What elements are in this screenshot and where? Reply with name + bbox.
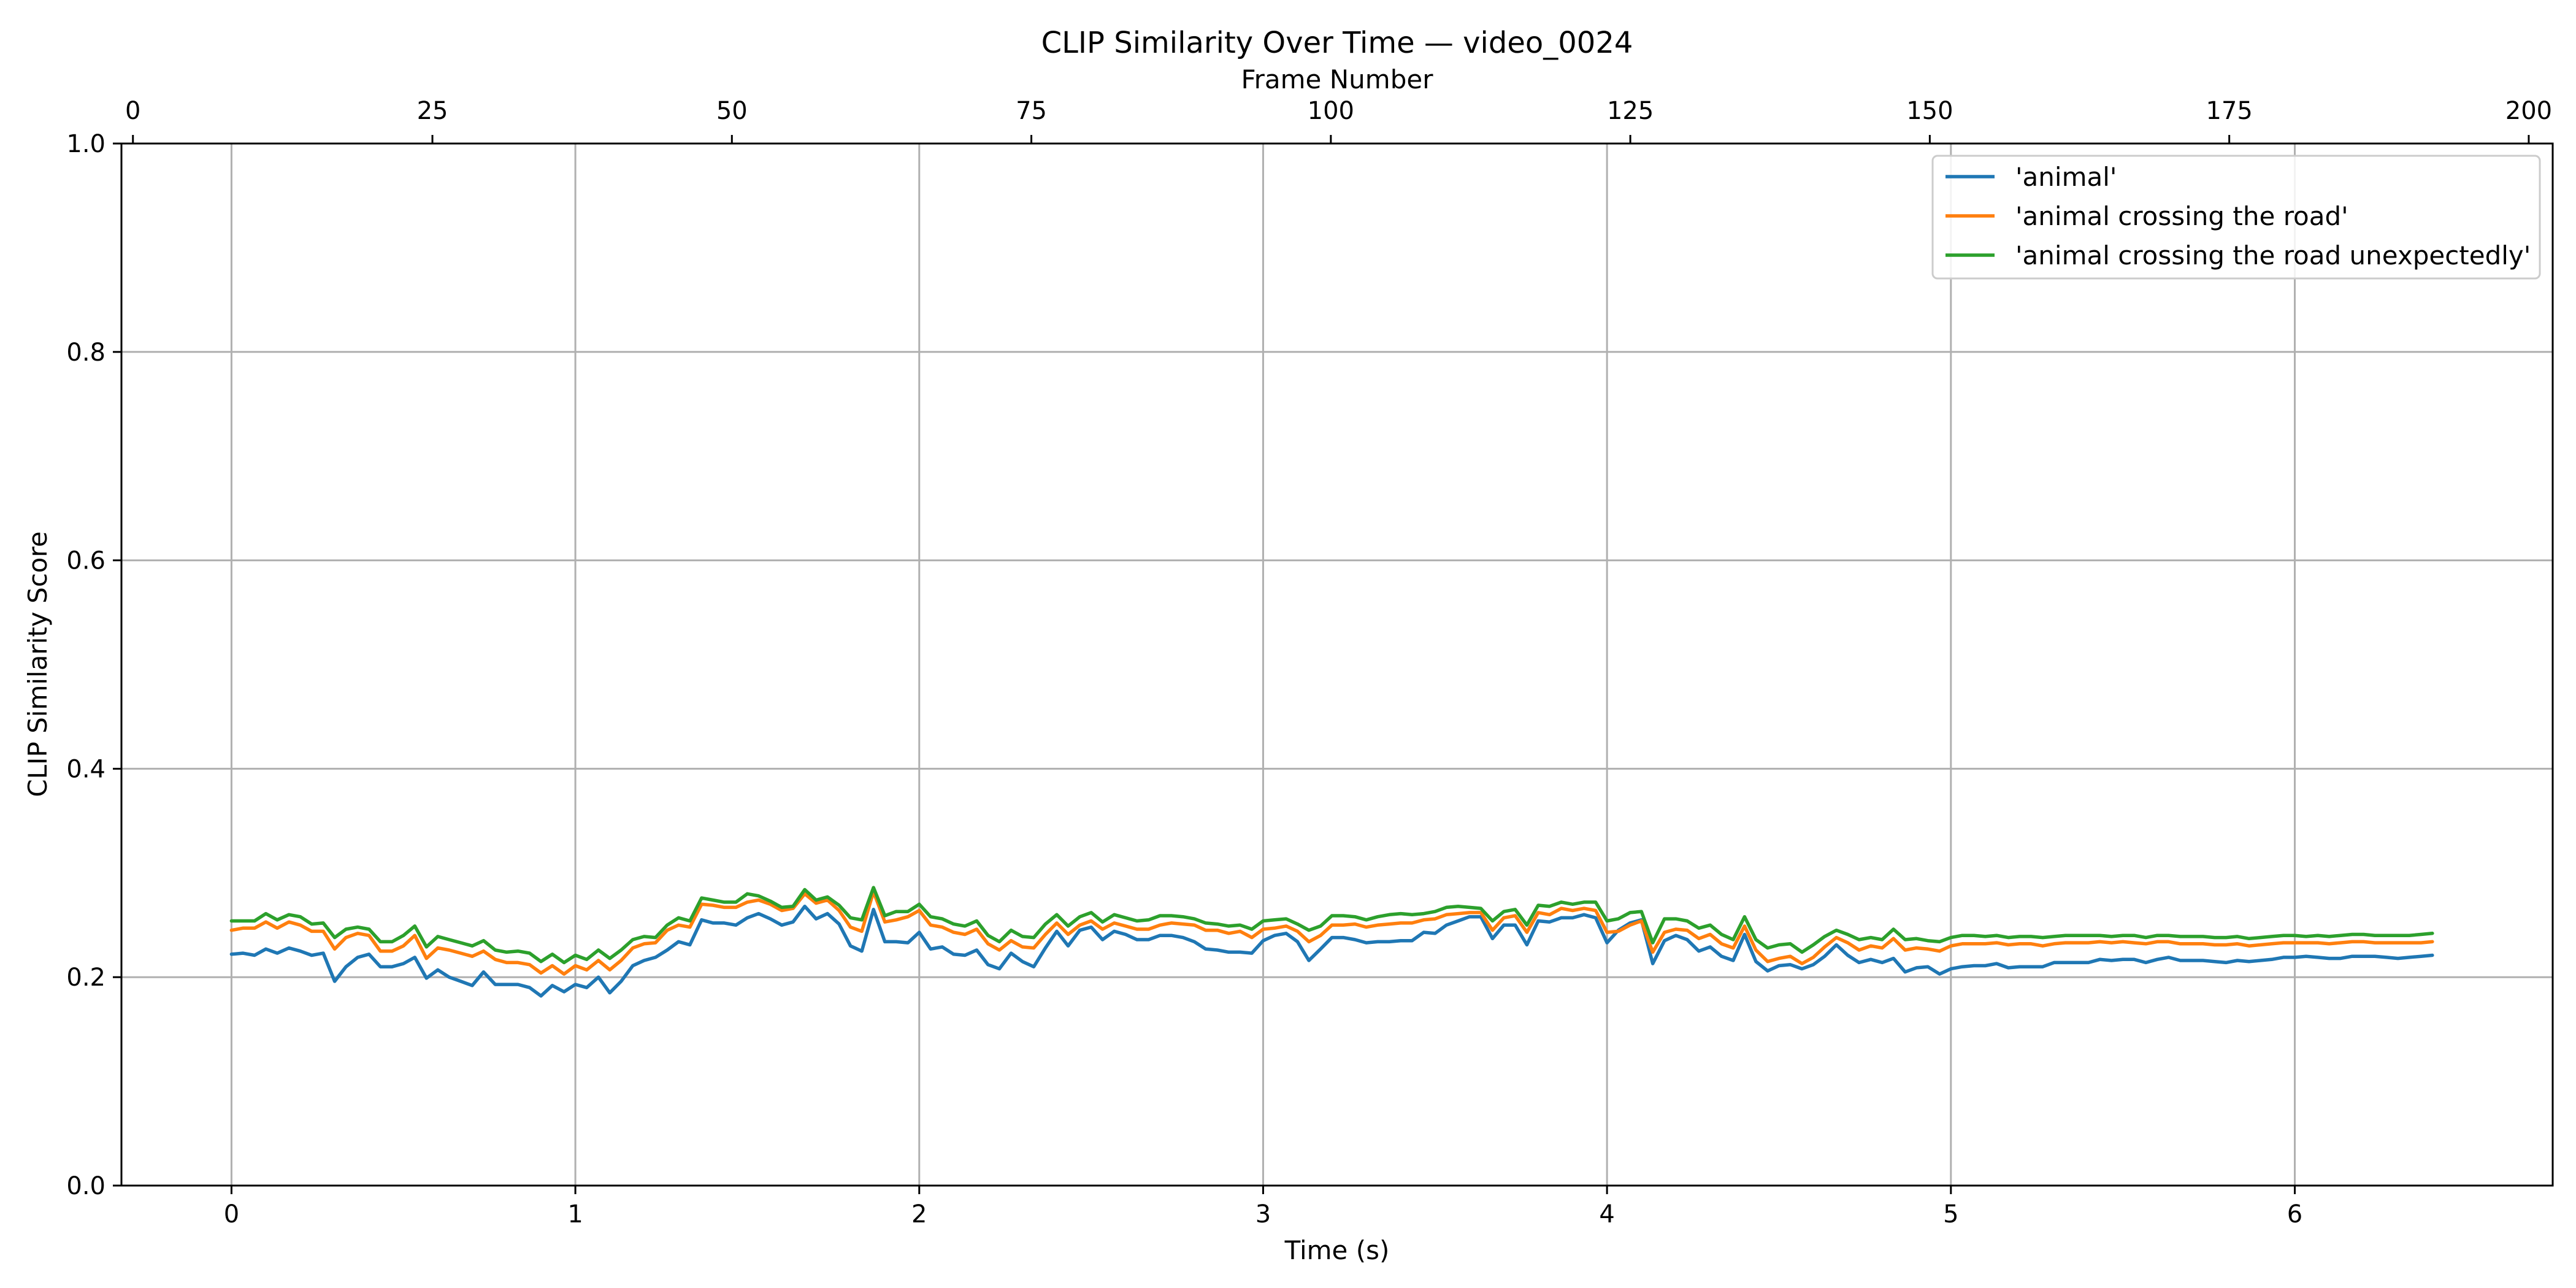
x-tick-label: 2 (911, 1200, 927, 1229)
x-tick-label: 3 (1255, 1200, 1271, 1229)
y-tick-label: 0.4 (66, 755, 105, 783)
top-x-tick-label: 150 (1906, 97, 1953, 125)
top-x-tick-label: 75 (1016, 97, 1047, 125)
y-tick-label: 0.0 (66, 1172, 105, 1200)
top-axis-label: Frame Number (1241, 64, 1434, 94)
y-axis-label: CLIP Similarity Score (23, 531, 53, 797)
y-tick-label: 0.6 (66, 547, 105, 575)
series-line-animal-crossing-road-unexpectedly (229, 886, 2434, 965)
top-x-tick-label: 25 (417, 97, 448, 125)
x-tick-label: 6 (2287, 1200, 2302, 1229)
y-tick-label: 0.2 (66, 964, 105, 992)
plot-frame (120, 142, 2554, 1187)
y-tick-label: 0.8 (66, 339, 105, 367)
top-x-tick-label: 0 (125, 97, 140, 125)
y-tick-label: 1.0 (66, 130, 105, 158)
top-x-tick-label: 200 (2505, 97, 2552, 125)
top-x-tick-label: 100 (1308, 97, 1354, 125)
x-axis-label: Time (s) (1284, 1235, 1390, 1265)
x-tick-label: 0 (224, 1200, 239, 1229)
series-lines (229, 886, 2434, 998)
legend: 'animal' 'animal crossing the road' 'ani… (1931, 155, 2541, 280)
series-line-animal (229, 904, 2434, 998)
chart-title: CLIP Similarity Over Time — video_0024 (1041, 26, 1633, 60)
series-line-animal-crossing-road (229, 890, 2434, 976)
legend-label-animal: 'animal' (2015, 162, 2117, 192)
top-x-tick-label: 50 (716, 97, 748, 125)
axis-ticks: 0 1 2 3 4 5 6 0.0 0.2 0.4 0.6 0.8 1.0 0 25 50 75 100 125 15… (66, 97, 2552, 1229)
legend-box (1931, 155, 2541, 280)
legend-label-animal-crossing-road: 'animal crossing the road' (2015, 201, 2348, 231)
top-x-tick-label: 175 (2206, 97, 2252, 125)
top-x-tick-label: 125 (1607, 97, 1654, 125)
x-tick-label: 5 (1943, 1200, 1958, 1229)
legend-label-animal-crossing-road-unexpectedly: 'animal crossing the road unexpectedly' (2015, 240, 2531, 270)
x-tick-label: 1 (567, 1200, 583, 1229)
x-tick-label: 4 (1599, 1200, 1614, 1229)
